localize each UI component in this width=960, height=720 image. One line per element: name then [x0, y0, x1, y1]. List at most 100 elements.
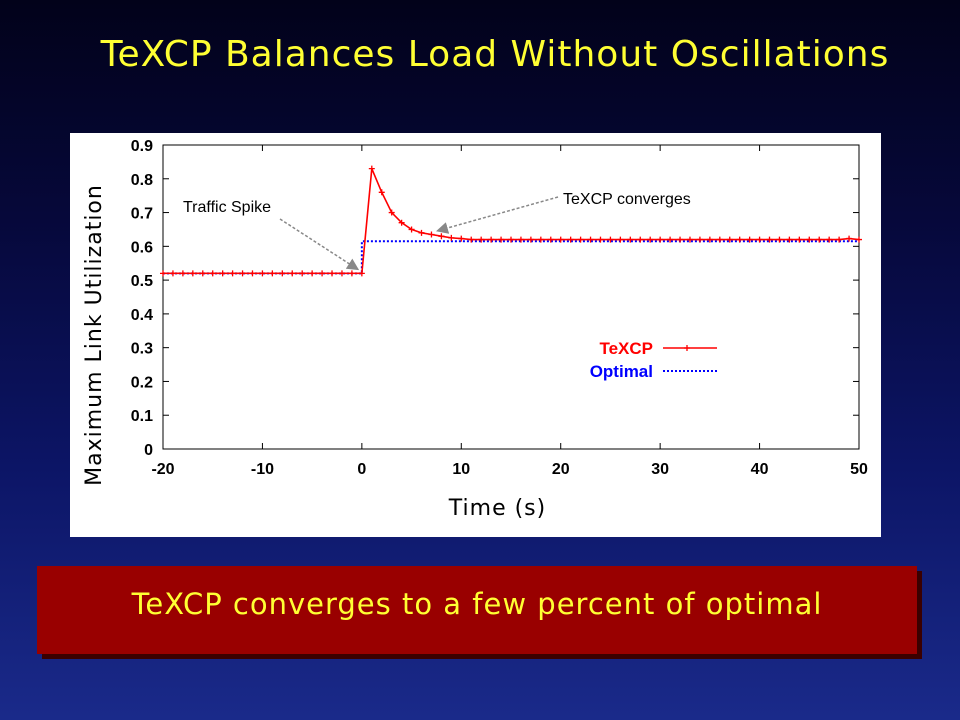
texcp-point — [259, 270, 266, 277]
callout-text: TeXCP converges to a few percent of opti… — [131, 587, 823, 621]
callout-box: TeXCP converges to a few percent of opti… — [37, 566, 917, 654]
texcp-point — [428, 231, 435, 238]
texcp-point — [587, 236, 594, 243]
texcp-point — [329, 270, 336, 277]
texcp-point — [517, 236, 524, 243]
texcp-point — [776, 236, 783, 243]
texcp-point — [269, 270, 276, 277]
texcp-point — [398, 219, 405, 226]
texcp-point — [627, 236, 634, 243]
texcp-point — [498, 236, 505, 243]
annotation-traffic-spike: Traffic Spike — [183, 199, 271, 216]
texcp-point — [408, 226, 415, 233]
texcp-point — [309, 270, 316, 277]
texcp-point — [458, 235, 465, 242]
y-tick-label: 0.5 — [131, 273, 153, 290]
texcp-point — [338, 270, 345, 277]
texcp-point — [289, 270, 296, 277]
texcp-point — [249, 270, 256, 277]
texcp-point — [686, 236, 693, 243]
texcp-point — [368, 165, 375, 172]
texcp-point — [319, 270, 326, 277]
y-tick-label: 0.7 — [131, 206, 153, 223]
x-tick-label: 50 — [850, 461, 868, 478]
x-tick-label: 0 — [357, 461, 366, 478]
texcp-series-line — [163, 168, 860, 275]
texcp-point — [796, 236, 803, 243]
annotation-texcp-converges: TeXCP converges — [563, 191, 691, 208]
optimal-series-line — [163, 240, 859, 275]
texcp-point — [209, 270, 216, 277]
texcp-point — [239, 270, 246, 277]
y-axis-label: Maximum Link Utilization — [82, 184, 107, 486]
texcp-point — [607, 236, 614, 243]
texcp-point — [279, 270, 286, 277]
texcp-point — [547, 236, 554, 243]
texcp-point — [229, 270, 236, 277]
texcp-point — [508, 236, 514, 243]
texcp-point — [696, 236, 703, 243]
texcp-point — [577, 236, 584, 243]
texcp-point — [856, 236, 862, 243]
texcp-point — [567, 236, 574, 243]
texcp-point — [597, 236, 604, 243]
texcp-point — [706, 236, 713, 243]
texcp-point — [418, 229, 425, 236]
texcp-point — [199, 270, 206, 277]
texcp-point — [716, 236, 723, 243]
x-tick-label: 40 — [751, 461, 769, 478]
x-tick-label: 30 — [651, 461, 669, 478]
texcp-point — [657, 236, 664, 243]
x-tick-label: 20 — [552, 461, 570, 478]
x-axis-label: Time (s) — [448, 496, 547, 521]
texcp-point — [299, 270, 306, 277]
texcp-point — [786, 236, 793, 243]
texcp-point — [388, 209, 395, 216]
annotation-texcp-converges-arrow — [436, 196, 559, 234]
chart-plot: 0 0.1 0.2 0.3 0.4 0.5 0.6 0.7 0.8 0.9 -20 -10 0 10 20 3… — [131, 138, 868, 478]
texcp-point — [826, 236, 833, 243]
texcp-point — [179, 270, 186, 277]
x-tick-label: -10 — [251, 461, 274, 478]
legend-label-texcp: TeXCP — [599, 339, 653, 358]
texcp-point — [358, 270, 365, 277]
texcp-point — [677, 236, 684, 243]
texcp-point — [169, 270, 176, 277]
y-tick-label: 0.8 — [131, 172, 153, 189]
texcp-point — [617, 236, 624, 243]
plot-frame — [162, 144, 860, 450]
texcp-point — [557, 236, 564, 243]
texcp-point — [448, 234, 455, 241]
y-tick-label: 0.2 — [131, 374, 153, 391]
texcp-point — [527, 236, 534, 243]
texcp-point — [816, 236, 823, 243]
texcp-point — [189, 270, 196, 277]
x-tick-label: -20 — [151, 461, 174, 478]
texcp-point — [537, 236, 544, 243]
slide-title: TeXCP Balances Load Without Oscillations — [100, 34, 890, 75]
texcp-point — [806, 236, 813, 243]
texcp-point — [647, 236, 654, 243]
x-tick-label: 10 — [452, 461, 470, 478]
annotation-traffic-spike-arrow — [279, 218, 360, 271]
texcp-point — [378, 189, 385, 196]
y-tick-label: 0.6 — [131, 239, 153, 256]
texcp-point — [736, 236, 743, 243]
texcp-point — [756, 236, 763, 243]
texcp-point — [746, 236, 753, 243]
y-tick-label: 0.1 — [131, 408, 153, 425]
y-tick-label: 0.9 — [131, 138, 153, 155]
texcp-point — [488, 236, 495, 243]
texcp-point — [468, 236, 475, 243]
texcp-point — [766, 236, 773, 243]
legend-label-optimal: Optimal — [590, 362, 653, 381]
texcp-point — [219, 270, 226, 277]
texcp-point — [836, 236, 843, 243]
legend-marker-texcp — [684, 345, 690, 351]
y-tick-label: 0.3 — [131, 341, 153, 358]
texcp-point — [478, 236, 485, 243]
y-tick-label: 0 — [144, 442, 153, 459]
chart-panel: 0 0.1 0.2 0.3 0.4 0.5 0.6 0.7 0.8 0.9 -20 -10 0 10 20 3… — [70, 133, 881, 537]
texcp-point — [846, 235, 853, 242]
texcp-point — [160, 270, 166, 277]
